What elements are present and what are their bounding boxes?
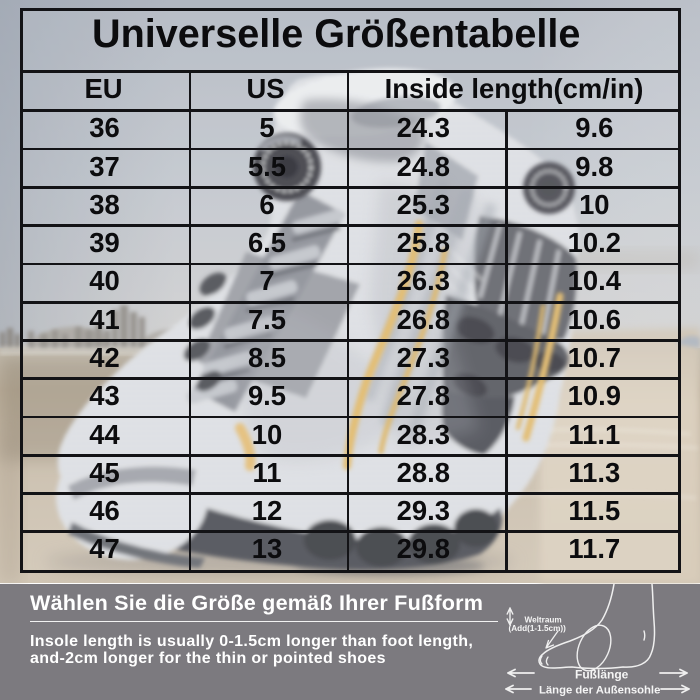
svg-text:(Add(1-1.5cm)): (Add(1-1.5cm)) [509, 624, 567, 633]
svg-text:Weltraum: Weltraum [525, 616, 562, 625]
svg-text:Fußlänge: Fußlänge [575, 668, 629, 682]
svg-text:Länge der Außensohle: Länge der Außensohle [539, 685, 660, 697]
